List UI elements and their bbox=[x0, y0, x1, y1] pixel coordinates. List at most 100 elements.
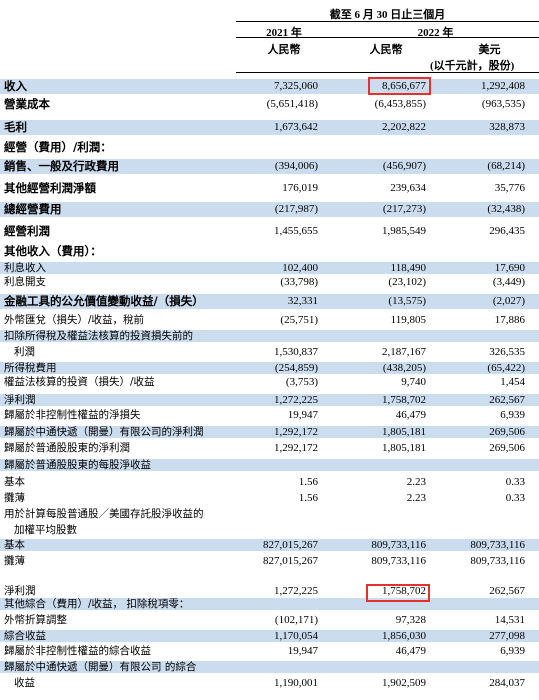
value-cell-3: 328,873 bbox=[489, 121, 525, 133]
table-row: 歸屬於非控制性權益的綜合收益 19,947 46,479 6,939 bbox=[0, 645, 539, 657]
highlight-box-revenue bbox=[368, 77, 431, 95]
value-cell-1: 1,272,225 bbox=[274, 585, 318, 597]
row-label: 收益 bbox=[14, 677, 35, 689]
value-cell-2: 9,740 bbox=[401, 376, 426, 388]
value-cell-2: 8,656,677 bbox=[382, 80, 426, 92]
value-cell-2: (6,453,855) bbox=[374, 98, 426, 110]
value-cell-3: (65,422) bbox=[487, 362, 525, 374]
value-cell-2: 1,805,181 bbox=[382, 426, 426, 438]
value-cell-1: 102,400 bbox=[282, 262, 318, 274]
value-cell-2: (217,273) bbox=[382, 203, 426, 215]
value-cell-3: 277,098 bbox=[489, 630, 525, 642]
value-cell-1: 827,015,267 bbox=[263, 539, 318, 551]
table-row: 銷售、一般及行政費用 (394,006) (456,907) (68,214) bbox=[0, 159, 539, 174]
table-row: 總經營費用 (217,987) (217,273) (32,438) bbox=[0, 202, 539, 217]
table-row: 其他綜合（費用）/收益， 扣除稅項零： bbox=[0, 598, 539, 610]
value-cell-2: 2.23 bbox=[406, 492, 426, 504]
row-label: 基本 bbox=[4, 476, 25, 488]
value-cell-2: 2,187,167 bbox=[382, 346, 426, 358]
table-row: 攤薄 827,015,267 809,733,116 809,733,116 bbox=[0, 555, 539, 567]
table-row: 淨利潤 1,272,225 1,758,702 262,567 bbox=[0, 394, 539, 406]
row-label: 用於計算每股普通股／美國存託股淨收益的 bbox=[4, 508, 204, 520]
table-row: 利息收入 102,400 118,490 17,690 bbox=[0, 262, 539, 274]
year-2022-header: 2022 年 bbox=[417, 27, 454, 39]
value-cell-3: 284,037 bbox=[489, 677, 525, 689]
row-label: 綜合收益 bbox=[4, 630, 46, 642]
year-underline bbox=[236, 37, 539, 38]
table-row: 其他經營利潤淨額 176,019 239,634 35,776 bbox=[0, 181, 539, 196]
value-cell-2: 2.23 bbox=[406, 476, 426, 488]
header-bottom-rule bbox=[236, 72, 539, 73]
table-row: 歸屬於非控制性權益的淨損失 19,947 46,479 6,939 bbox=[0, 409, 539, 421]
row-label: 歸屬於普通股股東的淨利潤 bbox=[4, 442, 130, 454]
value-cell-2: 239,634 bbox=[390, 182, 426, 194]
value-cell-1: 19,947 bbox=[287, 645, 318, 657]
value-cell-2: 46,479 bbox=[395, 645, 426, 657]
value-cell-2: 97,328 bbox=[395, 614, 426, 626]
value-cell-2: (456,907) bbox=[382, 160, 426, 172]
value-cell-3: 269,506 bbox=[489, 442, 525, 454]
col3-unit-note: (以千元計，股份) bbox=[430, 60, 515, 72]
value-cell-1: 1,292,172 bbox=[274, 426, 318, 438]
value-cell-2: (438,205) bbox=[382, 362, 426, 374]
value-cell-2: 1,985,549 bbox=[382, 225, 426, 237]
row-label: 毛利 bbox=[4, 120, 27, 134]
row-label: 歸屬於非控制性權益的綜合收益 bbox=[4, 645, 151, 657]
value-cell-3: 262,567 bbox=[489, 585, 525, 597]
row-label: 其他綜合（費用）/收益， 扣除稅項零： bbox=[4, 598, 190, 610]
value-cell-1: 32,331 bbox=[287, 295, 318, 307]
value-cell-1: (217,987) bbox=[274, 203, 318, 215]
table-row: 經營（費用）/利潤： bbox=[0, 140, 539, 155]
row-label: 扣除所得稅及權益法核算的投資損失前的 bbox=[4, 330, 193, 342]
value-cell-3: 35,776 bbox=[494, 182, 525, 194]
value-cell-1: (33,798) bbox=[280, 276, 318, 288]
table-row: 利潤 1,530,837 2,187,167 326,535 bbox=[0, 346, 539, 358]
row-label: 收入 bbox=[4, 79, 27, 93]
row-label: 基本 bbox=[4, 539, 25, 551]
row-label: 利息開支 bbox=[4, 276, 46, 288]
value-cell-1: (254,859) bbox=[274, 362, 318, 374]
table-row: 歸屬於中通快遞（開曼）有限公司 的綜合 bbox=[0, 661, 539, 673]
value-cell-1: (102,171) bbox=[274, 614, 318, 626]
value-cell-2: 1,805,181 bbox=[382, 442, 426, 454]
table-row: 基本 827,015,267 809,733,116 809,733,116 bbox=[0, 539, 539, 551]
row-label: 淨利潤 bbox=[4, 394, 36, 406]
value-cell-1: 1.56 bbox=[298, 492, 318, 504]
table-row: 權益法核算的投資（損失）/收益 (3,753) 9,740 1,454 bbox=[0, 376, 539, 388]
row-label: 歸屬於非控制性權益的淨損失 bbox=[4, 409, 141, 421]
value-cell-2: 1,856,030 bbox=[382, 630, 426, 642]
value-cell-3: 17,886 bbox=[494, 314, 525, 326]
value-cell-2: 1,758,702 bbox=[382, 394, 426, 406]
table-row: 歸屬於普通股股東的每股淨收益 bbox=[0, 459, 539, 471]
period-underline bbox=[236, 21, 539, 22]
value-cell-3: 1,454 bbox=[500, 376, 525, 388]
value-cell-2: 2,202,822 bbox=[382, 121, 426, 133]
col1-header: 人民幣 bbox=[267, 44, 301, 56]
value-cell-1: (394,006) bbox=[274, 160, 318, 172]
value-cell-1: 1.56 bbox=[298, 476, 318, 488]
highlight-box-net-profit bbox=[366, 584, 430, 602]
row-label: 權益法核算的投資（損失）/收益 bbox=[4, 376, 155, 388]
value-cell-2: 119,805 bbox=[390, 314, 426, 326]
row-label: 歸屬於中通快遞（開曼）有限公司 的綜合 bbox=[4, 661, 197, 673]
col2-header: 人民幣 bbox=[369, 44, 403, 56]
row-label: 歸屬於普通股股東的每股淨收益 bbox=[4, 459, 151, 471]
value-cell-3: 6,939 bbox=[500, 645, 525, 657]
table-row: 毛利 1,673,642 2,202,822 328,873 bbox=[0, 120, 539, 135]
value-cell-1: 1,673,642 bbox=[274, 121, 318, 133]
value-cell-3: 262,567 bbox=[489, 394, 525, 406]
value-cell-2: (23,102) bbox=[388, 276, 426, 288]
table-row: 歸屬於中通快遞（開曼）有限公司的淨利潤 1,292,172 1,805,181 269… bbox=[0, 426, 539, 438]
row-label: 銷售、一般及行政費用 bbox=[4, 159, 119, 173]
value-cell-1: 1,530,837 bbox=[274, 346, 318, 358]
value-cell-2: 1,758,702 bbox=[382, 585, 426, 597]
value-cell-3: 296,435 bbox=[489, 225, 525, 237]
value-cell-1: 19,947 bbox=[287, 409, 318, 421]
value-cell-2: 1,902,509 bbox=[382, 677, 426, 689]
value-cell-3: 6,939 bbox=[500, 409, 525, 421]
value-cell-2: 118,490 bbox=[390, 262, 426, 274]
table-row: 扣除所得稅及權益法核算的投資損失前的 bbox=[0, 330, 539, 342]
table-row: 外幣折算調整 (102,171) 97,328 14,531 bbox=[0, 614, 539, 626]
table-row: 基本 1.56 2.23 0.33 bbox=[0, 476, 539, 488]
row-label: 金融工具的公允價值變動收益/（損失） bbox=[4, 294, 204, 308]
